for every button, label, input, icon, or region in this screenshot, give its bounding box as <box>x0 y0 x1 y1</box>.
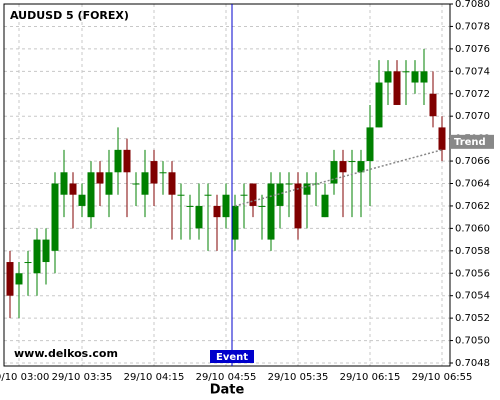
trend-label: Trend <box>454 137 486 148</box>
candle-body <box>204 194 212 196</box>
candle-body <box>141 172 149 195</box>
candle-body <box>42 239 50 263</box>
y-tick-label: 0.7054 <box>455 291 490 302</box>
x-tick-label: 29/10 04:55 <box>196 372 257 383</box>
candle-body <box>6 262 14 296</box>
x-tick-label: 29/10 03:00 <box>0 372 49 383</box>
trend-line <box>234 149 443 207</box>
y-tick-label: 0.7072 <box>455 89 490 100</box>
candle-body <box>186 205 194 207</box>
candle-body <box>177 194 185 196</box>
candle-body <box>429 93 437 117</box>
y-tick-label: 0.7062 <box>455 201 490 212</box>
y-tick-label: 0.7064 <box>455 179 490 190</box>
candle-body <box>15 273 23 285</box>
candle-body <box>60 172 68 195</box>
candle-body <box>195 205 203 229</box>
candle-body <box>339 161 347 173</box>
candle-body <box>222 194 230 218</box>
candle-body <box>150 161 158 184</box>
candle-body <box>51 183 59 251</box>
plot-frame <box>3 3 451 367</box>
candle-body <box>105 172 113 195</box>
candle-body <box>330 161 338 184</box>
candle-body <box>159 172 167 174</box>
marks <box>6 48 446 319</box>
candle-body <box>375 82 383 128</box>
candle-body <box>393 71 401 105</box>
candle-body <box>357 161 365 173</box>
x-tick-label: 29/10 05:35 <box>268 372 329 383</box>
y-tick-label: 0.7080 <box>455 0 490 10</box>
y-tick-label: 0.7056 <box>455 268 490 279</box>
y-tick-label: 0.7060 <box>455 223 490 234</box>
y-tick-label: 0.7052 <box>455 313 490 324</box>
candle-body <box>321 194 329 218</box>
candle-body <box>276 183 284 206</box>
candle-body <box>213 205 221 218</box>
candle-body <box>123 149 131 173</box>
event-label: Event <box>216 352 248 363</box>
chart-title: AUDUSD 5 (FOREX) <box>10 9 129 22</box>
candle-body <box>384 71 392 83</box>
y-tick-label: 0.7058 <box>455 246 490 257</box>
candle-body <box>231 205 239 240</box>
candle-body <box>114 149 122 173</box>
x-tick-label: 29/10 06:55 <box>412 372 473 383</box>
candle-body <box>168 172 176 195</box>
y-tick-label: 0.7078 <box>455 21 490 32</box>
candle-body <box>258 205 266 207</box>
y-tick-label: 0.7076 <box>455 44 490 55</box>
candle-body <box>267 183 275 240</box>
trend-label-box <box>450 134 494 149</box>
x-tick-label: 29/10 04:15 <box>124 372 185 383</box>
candle-body <box>132 183 140 185</box>
candle-body <box>240 194 248 196</box>
candle-body <box>303 183 311 195</box>
candle-body <box>312 183 320 185</box>
x-tick-label: 29/10 03:35 <box>52 372 113 383</box>
candle-body <box>24 262 32 264</box>
candle-body <box>411 71 419 83</box>
x-tick-label: 29/10 06:15 <box>340 372 401 383</box>
y-tick-label: 0.7048 <box>455 358 490 369</box>
candle-body <box>96 172 104 184</box>
candle-body <box>78 194 86 206</box>
candle-body <box>420 71 428 83</box>
candle-body <box>87 172 95 218</box>
candle-body <box>366 127 374 162</box>
candle-body <box>249 183 257 206</box>
event-label-box <box>210 350 254 363</box>
candle-body <box>402 71 410 73</box>
y-tick-label: 0.7074 <box>455 66 490 77</box>
candle-body <box>438 127 446 150</box>
candle-body <box>69 183 77 195</box>
candle-body <box>285 183 293 185</box>
candle-body <box>348 161 356 163</box>
candle-body <box>294 183 302 229</box>
y-tick-label: 0.7066 <box>455 156 490 167</box>
candle-body <box>33 239 41 274</box>
x-axis-title: Date <box>210 383 245 398</box>
y-tick-label: 0.7070 <box>455 111 490 122</box>
y-tick-label: 0.7050 <box>455 336 490 347</box>
watermark: www.delkos.com <box>14 347 118 360</box>
